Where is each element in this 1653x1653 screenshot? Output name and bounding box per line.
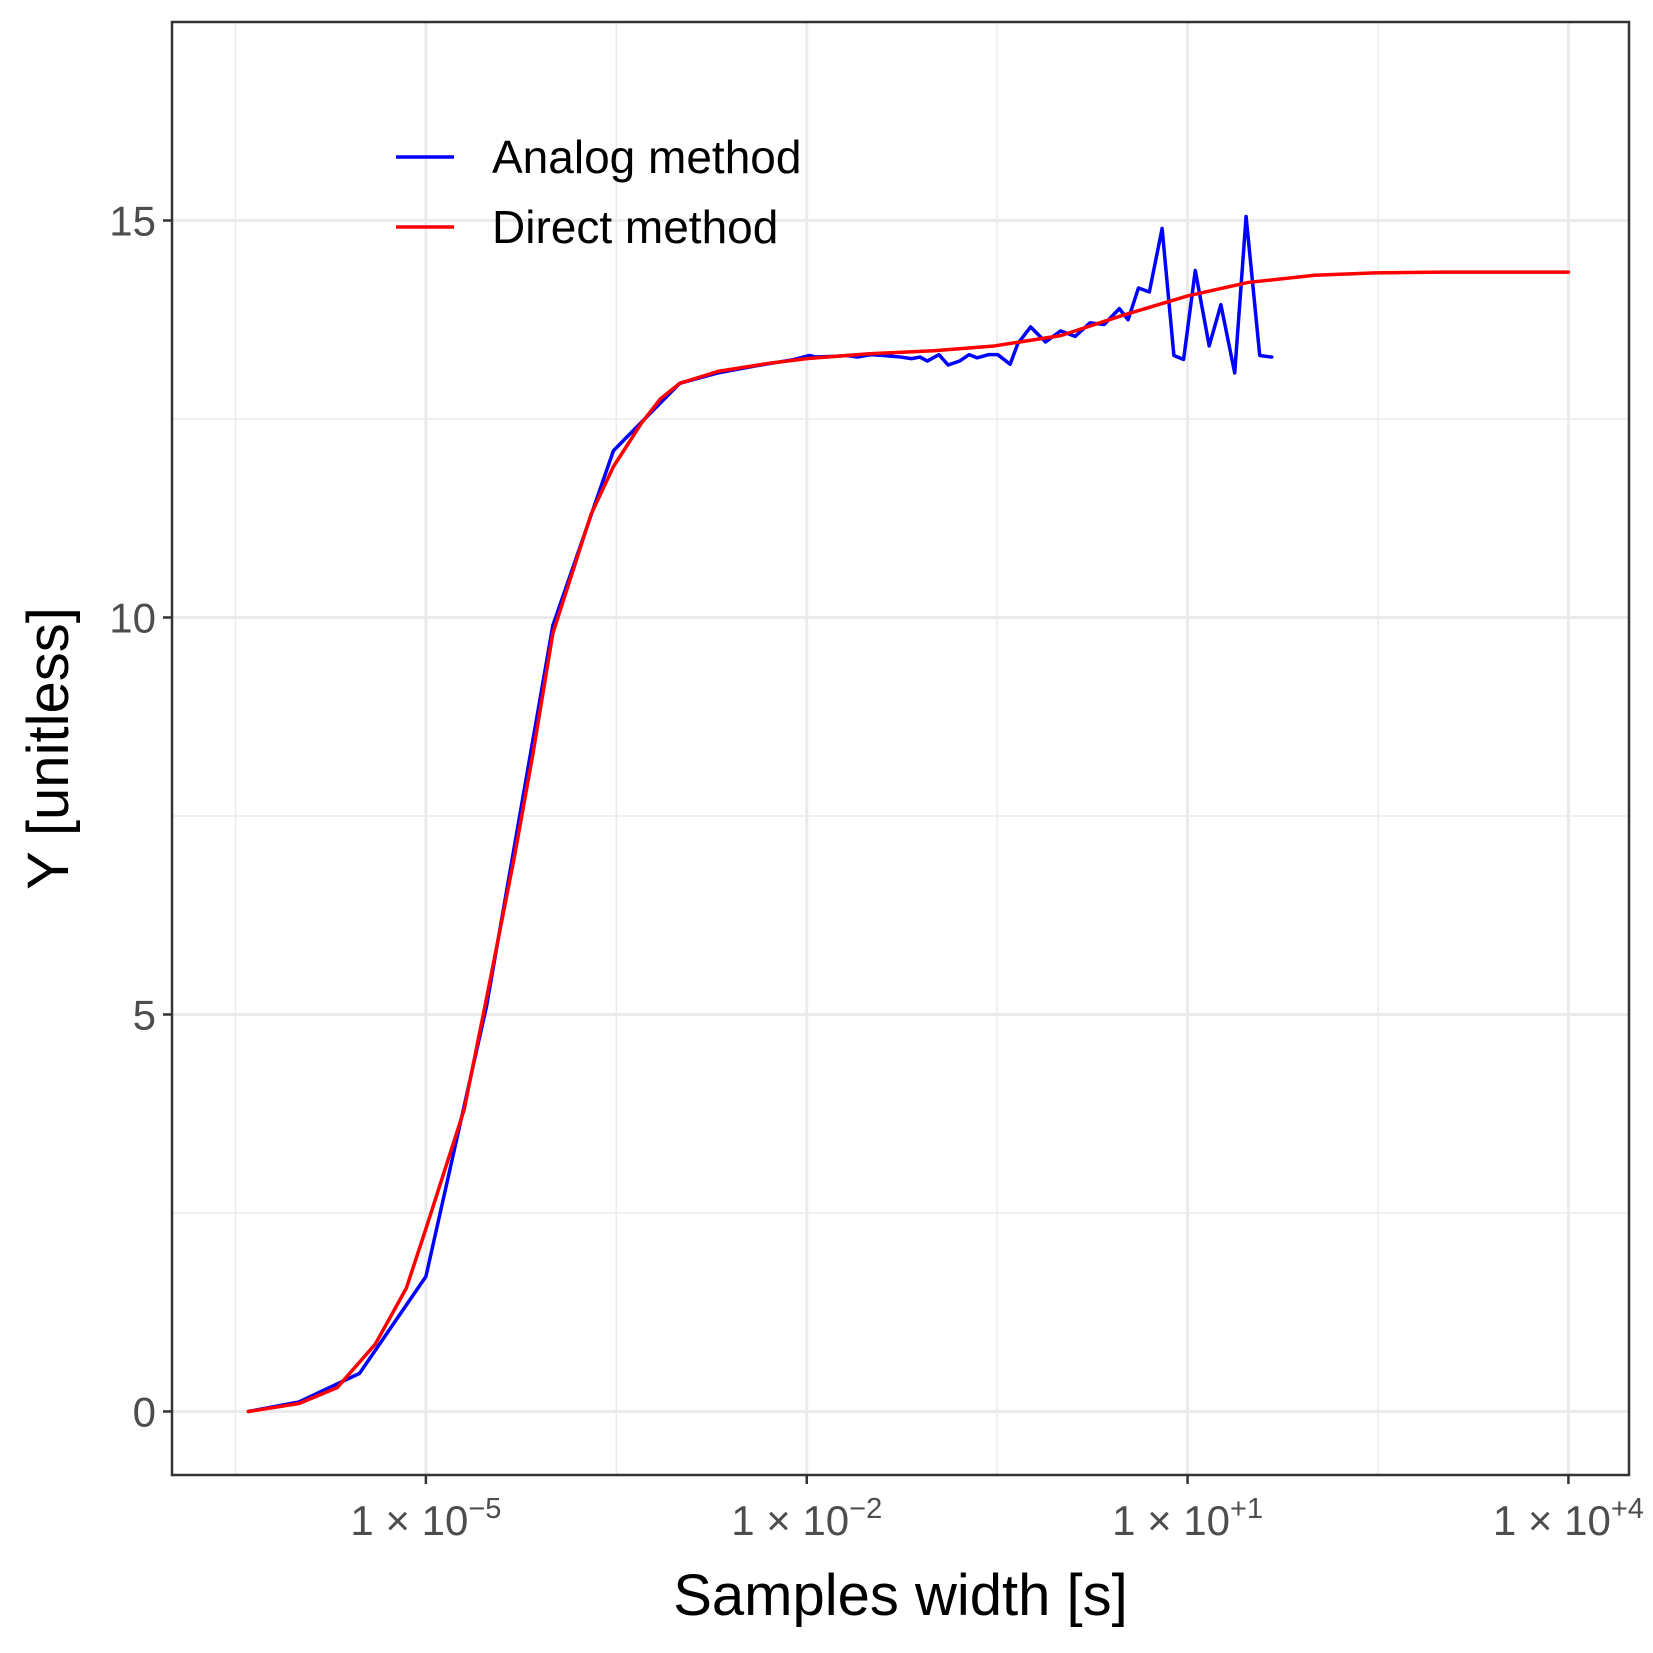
x-axis-title: Samples width [s]	[673, 1563, 1128, 1628]
series-line-direct-method	[246, 270, 1571, 1414]
x-tick-label: 1 × 10−2	[731, 1493, 882, 1544]
x-tick-label: 1 × 10+1	[1112, 1493, 1263, 1544]
series-layer	[246, 214, 1571, 1414]
y-tick-label: 0	[133, 1388, 156, 1435]
legend: Analog method Direct method	[396, 131, 801, 253]
y-axis-title: Y [unitless]	[16, 607, 81, 890]
y-tick-label: 15	[109, 197, 156, 244]
grid-layer	[172, 22, 1629, 1475]
plot-panel-border	[170, 20, 1631, 1477]
x-tick-label: 1 × 10−5	[350, 1493, 501, 1544]
y-tick-label: 5	[133, 991, 156, 1038]
legend-label-analog-method: Analog method	[492, 131, 801, 183]
y-tick-label: 10	[109, 594, 156, 641]
x-tick-label: 1 × 10+4	[1493, 1493, 1644, 1544]
axis-layer: 0 5 10 15 1 × 10−5 1 × 10−2 1 × 10+1 1 × 10+4	[109, 197, 1644, 1544]
legend-label-direct-method: Direct method	[492, 201, 778, 253]
